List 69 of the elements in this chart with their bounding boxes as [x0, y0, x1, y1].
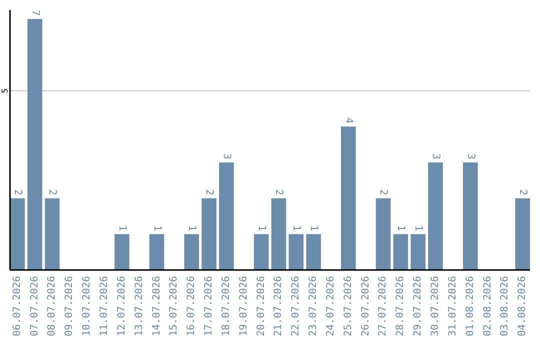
bar [114, 234, 130, 270]
x-tick-label: 13.07.2026 [134, 276, 145, 336]
bar [254, 234, 269, 270]
data-label: 3 [464, 153, 476, 160]
bar [376, 198, 391, 270]
x-tick-label: 29.07.2026 [412, 276, 424, 336]
bar [340, 126, 356, 270]
x-tick-label: 27.07.2026 [378, 276, 389, 336]
x-tick-label: 16.07.2026 [186, 276, 198, 336]
bar [44, 198, 60, 270]
data-label: 2 [46, 189, 58, 196]
x-tick-label: 28.07.2026 [395, 276, 406, 336]
x-tick-label: 30.07.2026 [430, 276, 441, 336]
x-tick-label: 20.07.2026 [256, 276, 267, 336]
x-tick-label: 02.08.2026 [482, 276, 494, 336]
x-tick-label: 14.07.2026 [151, 276, 162, 336]
x-tick-label: 06.07.2026 [12, 276, 23, 336]
x-tick-label: 03.08.2026 [500, 276, 511, 336]
bar [27, 18, 42, 270]
x-tick-label: 08.07.2026 [46, 276, 58, 336]
x-tick-label: 22.07.2026 [290, 276, 302, 336]
x-tick-label: 15.07.2026 [168, 276, 180, 336]
data-label: 1 [308, 225, 320, 232]
data-label: 7 [29, 10, 40, 16]
bar [410, 234, 426, 270]
bar [149, 234, 164, 270]
bar [393, 234, 408, 270]
data-label: 1 [412, 225, 424, 232]
x-tick-label: 26.07.2026 [360, 276, 372, 336]
bar [515, 198, 530, 270]
data-label: 3 [430, 153, 441, 160]
bar [288, 234, 304, 270]
x-tick-label: 18.07.2026 [220, 276, 232, 336]
data-label: 1 [256, 225, 267, 232]
y-tick-label: 5 [0, 88, 10, 94]
x-tick-label: 07.07.2026 [29, 276, 40, 336]
x-tick-label: 01.08.2026 [464, 276, 476, 336]
data-label: 1 [151, 225, 162, 232]
data-label: 1 [186, 225, 198, 232]
data-label: 2 [12, 189, 23, 196]
x-tick-label: 11.07.2026 [99, 276, 110, 336]
data-label: 3 [220, 153, 232, 160]
x-tick-label: 12.07.2026 [116, 276, 128, 336]
data-label: 2 [273, 189, 284, 196]
data-label: 4 [342, 118, 354, 124]
data-label: 1 [290, 225, 302, 232]
data-label: 2 [517, 189, 528, 196]
bar [202, 198, 216, 270]
x-tick-label: 31.07.2026 [447, 276, 458, 336]
x-tick-label: 19.07.2026 [238, 276, 250, 336]
data-label: 1 [395, 225, 406, 232]
x-tick-label: 21.07.2026 [273, 276, 284, 336]
bar [462, 162, 478, 270]
x-tick-label: 23.07.2026 [308, 276, 320, 336]
bar [271, 198, 286, 270]
x-tick-label: 24.07.2026 [325, 276, 336, 336]
bar [306, 234, 321, 270]
bar [219, 162, 234, 270]
x-tick-label: 10.07.2026 [82, 276, 93, 336]
data-label: 1 [116, 225, 128, 232]
x-tick-label: 09.07.2026 [64, 276, 76, 336]
bar [184, 234, 200, 270]
x-tick-label: 17.07.2026 [204, 276, 215, 336]
x-tick-label: 25.07.2026 [342, 276, 354, 336]
x-tick-label: 04.08.2026 [517, 276, 528, 336]
bar [10, 198, 25, 270]
bar [428, 162, 443, 270]
data-label: 2 [204, 189, 215, 196]
data-label: 2 [378, 189, 389, 196]
